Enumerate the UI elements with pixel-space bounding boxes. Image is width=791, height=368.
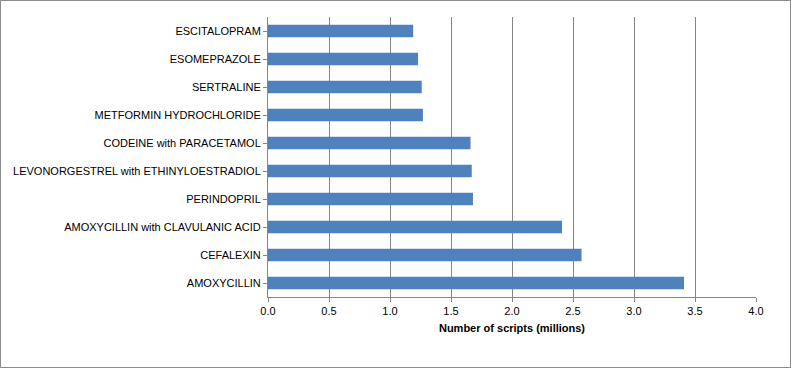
svg-text:ESCITALOPRAM: ESCITALOPRAM	[175, 25, 260, 37]
svg-text:ESOMEPRAZOLE: ESOMEPRAZOLE	[170, 53, 261, 65]
svg-text:0.0: 0.0	[260, 305, 275, 317]
svg-text:2.0: 2.0	[504, 305, 519, 317]
svg-text:3.5: 3.5	[687, 305, 702, 317]
svg-text:1.0: 1.0	[382, 305, 397, 317]
svg-text:CEFALEXIN: CEFALEXIN	[200, 249, 261, 261]
svg-text:Number of scripts (millions): Number of scripts (millions)	[439, 322, 585, 334]
svg-text:3.0: 3.0	[626, 305, 641, 317]
svg-text:AMOXYCILLIN with CLAVULANIC AC: AMOXYCILLIN with CLAVULANIC ACID	[64, 221, 261, 233]
svg-text:SERTRALINE: SERTRALINE	[192, 81, 261, 93]
svg-text:4.0: 4.0	[748, 305, 763, 317]
svg-text:METFORMIN HYDROCHLORIDE: METFORMIN HYDROCHLORIDE	[95, 109, 261, 121]
svg-text:2.5: 2.5	[565, 305, 580, 317]
svg-text:CODEINE with PARACETAMOL: CODEINE with PARACETAMOL	[104, 137, 261, 149]
svg-text:0.5: 0.5	[321, 305, 336, 317]
svg-text:PERINDOPRIL: PERINDOPRIL	[186, 193, 261, 205]
svg-text:AMOXYCILLIN: AMOXYCILLIN	[187, 277, 261, 289]
svg-text:1.5: 1.5	[443, 305, 458, 317]
svg-text:LEVONORGESTREL with ETHINYLOES: LEVONORGESTREL with ETHINYLOESTRADIOL	[13, 165, 261, 177]
